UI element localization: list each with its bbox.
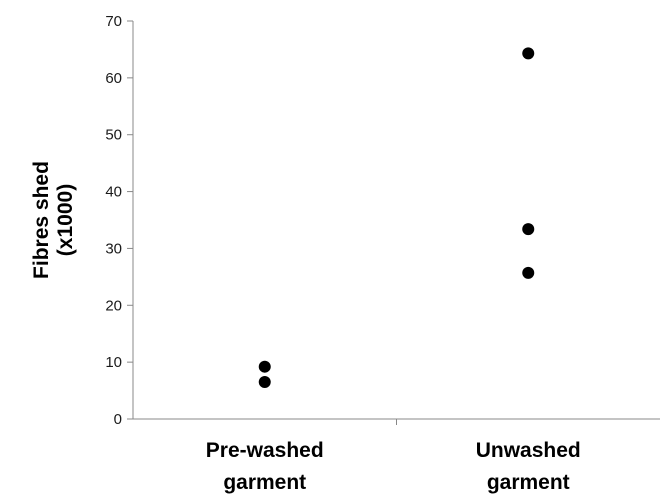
y-axis-title: Fibres shed (x1000) [30,161,77,279]
y-tick-label: 70 [105,13,122,30]
data-point [258,360,271,373]
y-axis-title-line-2: (x1000) [54,184,77,256]
y-tick-label: 30 [105,240,122,257]
y-axis-title-line-1: Fibres shed [30,161,53,279]
y-tick-label: 0 [114,411,122,428]
axes [132,21,660,425]
y-tick-label: 50 [105,127,122,144]
y-tick-label: 40 [105,184,122,201]
y-ticks: 0 10 20 30 40 50 60 70 [105,13,133,428]
data-point [522,266,535,279]
x-category-label: garment [487,471,570,494]
x-category-label: garment [223,471,306,494]
data-point [522,47,535,60]
data-point [258,376,271,389]
y-tick-label: 20 [105,297,122,314]
data-point [522,223,535,236]
data-points [258,47,535,389]
x-category-labels: Pre-washed garment Unwashed garment [206,439,581,494]
x-category-label: Unwashed [476,439,581,462]
x-category-label: Pre-washed [206,439,324,462]
y-tick-label: 10 [105,354,122,371]
y-tick-label: 60 [105,70,122,87]
